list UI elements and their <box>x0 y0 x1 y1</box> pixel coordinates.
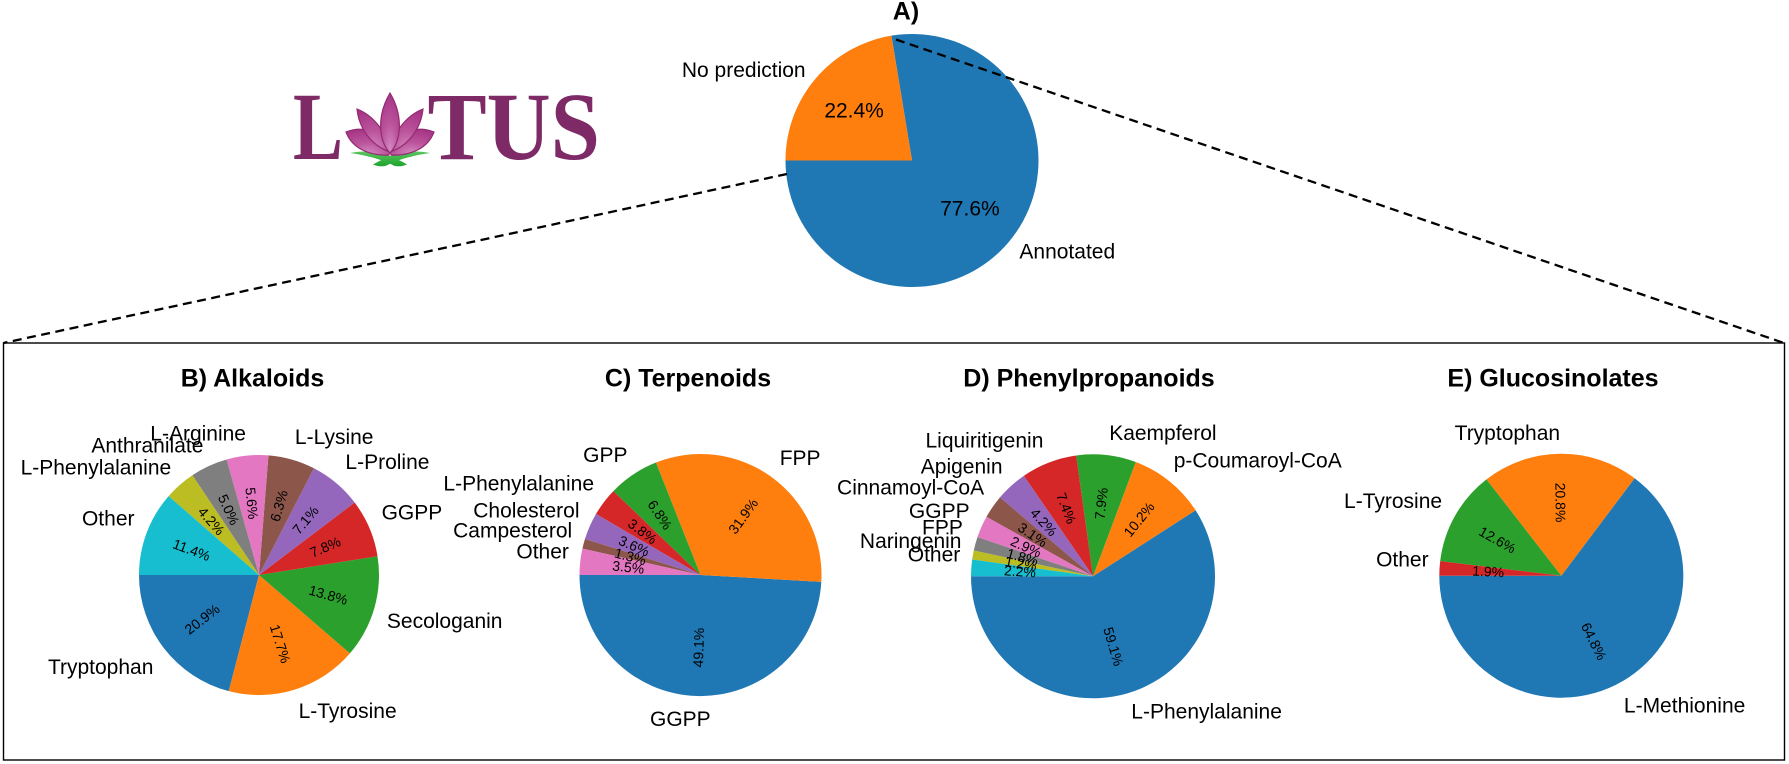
svg-text:5.6%: 5.6% <box>242 487 261 520</box>
svg-text:C) Terpenoids: C) Terpenoids <box>605 365 771 393</box>
svg-text:Other: Other <box>908 544 961 567</box>
svg-text:p-Coumaroyl-CoA: p-Coumaroyl-CoA <box>1174 450 1342 473</box>
svg-text:Tryptophan: Tryptophan <box>1455 422 1560 445</box>
svg-text:1.2%: 1.2% <box>1004 553 1038 574</box>
svg-text:L-Phenylalanine: L-Phenylalanine <box>1131 701 1282 724</box>
svg-text:GGPP: GGPP <box>909 500 970 523</box>
svg-text:1.9%: 1.9% <box>1472 562 1505 580</box>
svg-text:L-Tyrosine: L-Tyrosine <box>1344 490 1442 513</box>
svg-text:Other: Other <box>82 507 135 530</box>
svg-text:20.8%: 20.8% <box>1552 483 1568 523</box>
svg-text:3.5%: 3.5% <box>612 557 645 576</box>
svg-text:Cinnamoyl-CoA: Cinnamoyl-CoA <box>837 477 984 500</box>
svg-text:B) Alkaloids: B) Alkaloids <box>181 365 325 393</box>
svg-text:L-Tyrosine: L-Tyrosine <box>299 700 397 723</box>
svg-text:GGPP: GGPP <box>650 708 711 731</box>
svg-text:Anthranilate: Anthranilate <box>91 435 203 458</box>
svg-text:FPP: FPP <box>922 516 963 539</box>
svg-text:Apigenin: Apigenin <box>921 456 1003 479</box>
svg-text:FPP: FPP <box>780 447 821 470</box>
svg-text:E) Glucosinolates: E) Glucosinolates <box>1447 365 1658 393</box>
svg-text:TUS: TUS <box>428 73 601 180</box>
svg-text:1.3%: 1.3% <box>613 545 648 569</box>
svg-text:L-Arginine: L-Arginine <box>150 422 246 445</box>
svg-text:Other: Other <box>1376 548 1429 571</box>
svg-text:Secologanin: Secologanin <box>387 610 503 633</box>
svg-text:L-Phenylalanine: L-Phenylalanine <box>21 456 172 479</box>
svg-text:L-Lysine: L-Lysine <box>295 426 374 449</box>
svg-text:GGPP: GGPP <box>382 502 443 525</box>
svg-text:Campesterol: Campesterol <box>453 519 572 542</box>
svg-text:7.9%: 7.9% <box>1091 487 1110 520</box>
svg-text:49.1%: 49.1% <box>690 628 707 668</box>
svg-text:No prediction: No prediction <box>682 59 806 82</box>
svg-text:77.6%: 77.6% <box>940 198 1000 221</box>
svg-text:Kaempferol: Kaempferol <box>1109 422 1216 445</box>
svg-text:Naringenin: Naringenin <box>860 530 962 553</box>
svg-text:Other: Other <box>516 540 569 563</box>
svg-text:L-Proline: L-Proline <box>345 451 429 474</box>
svg-text:L: L <box>293 73 343 180</box>
svg-text:D) Phenylpropanoids: D) Phenylpropanoids <box>963 365 1214 393</box>
svg-text:2.2%: 2.2% <box>1004 562 1037 580</box>
svg-text:GPP: GPP <box>583 444 627 467</box>
svg-text:L-Phenylalanine: L-Phenylalanine <box>443 473 594 496</box>
svg-text:Cholesterol: Cholesterol <box>473 500 579 523</box>
svg-text:A): A) <box>893 0 919 26</box>
svg-text:22.4%: 22.4% <box>824 99 884 122</box>
svg-text:Annotated: Annotated <box>1019 240 1115 263</box>
svg-text:Tryptophan: Tryptophan <box>48 656 153 679</box>
svg-text:L-Methionine: L-Methionine <box>1624 695 1745 718</box>
svg-text:Liquiritigenin: Liquiritigenin <box>925 430 1043 453</box>
